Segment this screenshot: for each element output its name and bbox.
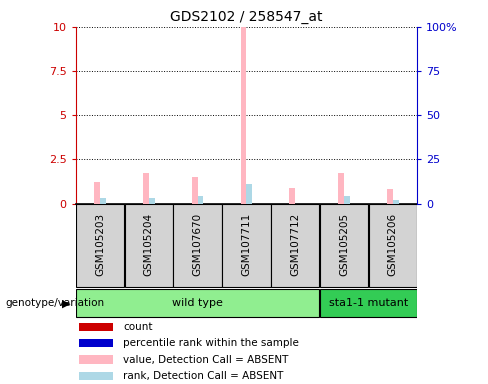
Bar	[320, 289, 417, 318]
Text: rank, Detection Call = ABSENT: rank, Detection Call = ABSENT	[123, 371, 284, 381]
Bar	[79, 355, 113, 364]
Bar	[369, 204, 417, 287]
Text: ▶: ▶	[61, 298, 70, 308]
Bar	[79, 323, 113, 331]
Bar	[246, 184, 252, 204]
Bar	[149, 198, 155, 204]
Title: GDS2102 / 258547_at: GDS2102 / 258547_at	[170, 10, 323, 25]
Bar	[76, 204, 124, 287]
Text: GSM105206: GSM105206	[388, 212, 398, 276]
Text: GSM105204: GSM105204	[144, 212, 154, 276]
Bar	[320, 204, 368, 287]
Bar	[94, 182, 100, 204]
Bar	[79, 339, 113, 348]
Bar	[241, 27, 246, 204]
Bar	[79, 372, 113, 380]
Bar	[338, 174, 344, 204]
Bar	[387, 189, 393, 204]
Text: genotype/variation: genotype/variation	[5, 298, 104, 308]
Bar	[143, 174, 149, 204]
Text: percentile rank within the sample: percentile rank within the sample	[123, 338, 299, 348]
Bar	[100, 198, 106, 204]
Bar	[223, 204, 270, 287]
Bar	[76, 289, 319, 318]
Bar	[174, 204, 222, 287]
Text: GSM105203: GSM105203	[95, 212, 105, 276]
Text: GSM107670: GSM107670	[193, 212, 203, 276]
Bar	[289, 188, 295, 204]
Text: count: count	[123, 322, 153, 332]
Bar	[125, 204, 173, 287]
Bar	[198, 197, 203, 204]
Text: GSM107712: GSM107712	[290, 212, 300, 276]
Text: sta1-1 mutant: sta1-1 mutant	[329, 298, 408, 308]
Bar	[192, 177, 198, 204]
Text: wild type: wild type	[172, 298, 223, 308]
Bar	[271, 204, 319, 287]
Text: GSM107711: GSM107711	[242, 212, 251, 276]
Bar	[344, 197, 350, 204]
Bar	[393, 200, 399, 204]
Text: GSM105205: GSM105205	[339, 212, 349, 276]
Text: value, Detection Call = ABSENT: value, Detection Call = ABSENT	[123, 354, 289, 364]
